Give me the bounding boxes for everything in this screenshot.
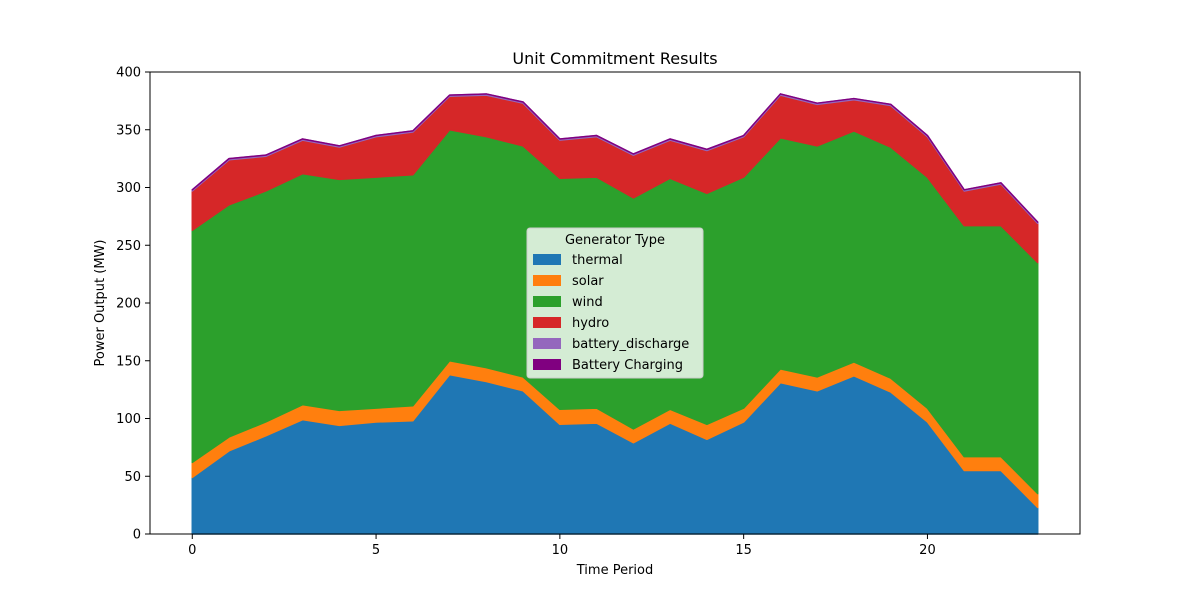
y-tick-label: 0: [133, 528, 141, 543]
y-tick-label: 350: [116, 123, 141, 138]
legend-label: solar: [572, 274, 604, 289]
legend-label: Battery Charging: [572, 358, 683, 373]
legend-swatch: [533, 254, 561, 265]
x-tick-label: 20: [919, 543, 936, 558]
y-axis: 0 50 100 150 200 250 300 350 400: [116, 66, 150, 543]
legend-swatch: [533, 359, 561, 370]
y-tick-label: 400: [116, 66, 141, 81]
y-tick-label: 250: [116, 239, 141, 254]
y-tick-label: 200: [116, 297, 141, 312]
y-axis-label: Power Output (MW): [93, 240, 108, 367]
legend-items: thermal solar wind hydro battery_discharge Ba…: [533, 253, 689, 373]
x-tick-label: 0: [188, 543, 196, 558]
chart-title: Unit Commitment Results: [512, 49, 717, 68]
y-tick-label: 50: [124, 470, 141, 485]
legend-swatch: [533, 296, 561, 307]
legend-swatch: [533, 275, 561, 286]
x-axis: 0 5 10 15 20: [188, 534, 936, 558]
legend-swatch: [533, 338, 561, 349]
legend-swatch: [533, 317, 561, 328]
x-tick-label: 10: [552, 543, 569, 558]
x-axis-label: Time Period: [576, 563, 653, 578]
x-tick-label: 15: [735, 543, 752, 558]
y-tick-label: 300: [116, 181, 141, 196]
legend-label: battery_discharge: [572, 337, 689, 352]
legend: Generator Type thermal solar wind hydro batt…: [526, 227, 704, 379]
y-tick-label: 100: [116, 412, 141, 427]
legend-label: wind: [572, 295, 603, 310]
legend-label: hydro: [572, 316, 609, 331]
legend-box: [526, 227, 704, 379]
legend-label: thermal: [572, 253, 623, 268]
legend-title: Generator Type: [565, 233, 665, 248]
x-tick-label: 5: [372, 543, 380, 558]
area-series-battery-charging: [191, 93, 1039, 223]
y-tick-label: 150: [116, 354, 141, 369]
